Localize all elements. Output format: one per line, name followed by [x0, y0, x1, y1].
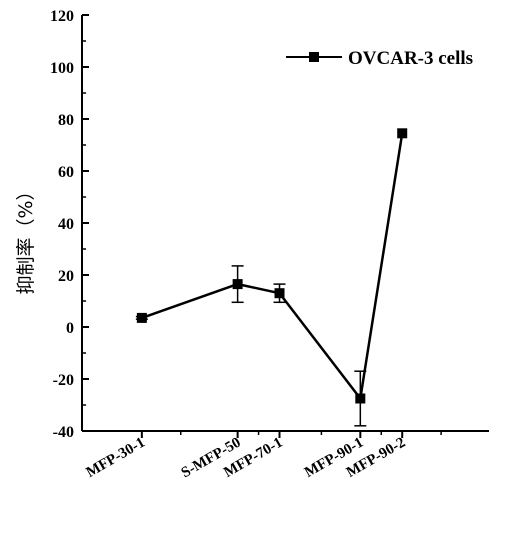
axes: -40-20020406080100120MFP-30-1S-MFP-50MFP… — [50, 8, 489, 481]
y-tick-label: 40 — [58, 216, 74, 233]
y-tick-label: 120 — [50, 8, 74, 25]
series-line — [142, 133, 402, 398]
y-tick-label: -40 — [53, 424, 74, 441]
y-tick-label: 100 — [50, 60, 74, 77]
y-tick-label: 80 — [58, 112, 74, 129]
data-point — [397, 128, 407, 138]
legend-marker — [309, 52, 319, 62]
data-point — [355, 394, 365, 404]
y-tick-label: -20 — [53, 372, 74, 389]
y-axis-title: 抑制率（%） — [15, 181, 37, 294]
data-point — [137, 313, 147, 323]
data-point — [275, 288, 285, 298]
series-layer — [136, 128, 407, 426]
x-tick-label: MFP-30-1 — [84, 435, 148, 481]
legend: OVCAR-3 cells — [286, 48, 473, 69]
data-point — [233, 279, 243, 289]
legend-label: OVCAR-3 cells — [348, 48, 473, 69]
y-tick-label: 0 — [66, 320, 74, 337]
y-tick-label: 60 — [58, 164, 74, 181]
y-tick-label: 20 — [58, 268, 74, 285]
